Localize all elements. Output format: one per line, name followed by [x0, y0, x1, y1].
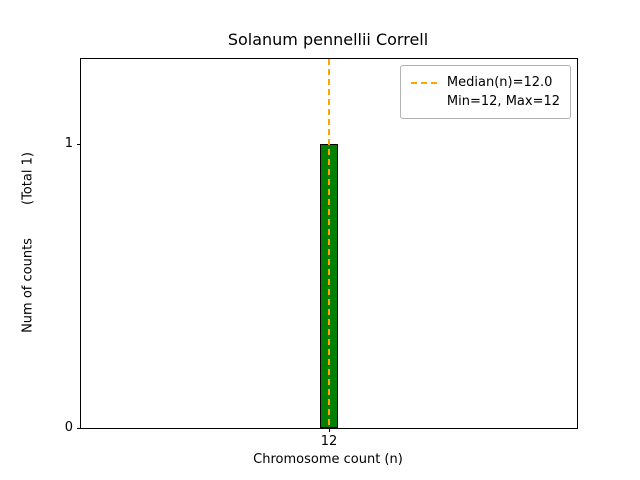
x-axis-label: Chromosome count (n)	[253, 452, 403, 467]
chart-title: Solanum pennellii Correll	[227, 30, 429, 49]
y-tick-label: 0	[64, 420, 73, 435]
legend-label-median: Median(n)=12.0	[446, 75, 553, 90]
legend: Median(n)=12.0 Min=12, Max=12	[399, 65, 571, 119]
y-axis-label: Num of counts (Total 1)	[20, 152, 36, 333]
y-tick-mark	[77, 143, 81, 145]
y-tick-label: 1	[64, 136, 73, 152]
legend-label-minmax: Min=12, Max=12	[446, 94, 560, 109]
plot-area: Median(n)=12.0 Min=12, Max=12 0 1 12	[65, 58, 578, 449]
legend-entry-minmax: Min=12, Max=12	[411, 92, 560, 111]
median-dashed-line-icon	[410, 81, 437, 84]
median-line	[328, 59, 330, 428]
x-tick-label: 12	[320, 434, 338, 449]
y-tick-mark	[77, 427, 81, 429]
legend-entry-median: Median(n)=12.0	[410, 73, 560, 92]
legend-blank-swatch	[411, 101, 437, 103]
x-tick-mark	[328, 428, 330, 432]
